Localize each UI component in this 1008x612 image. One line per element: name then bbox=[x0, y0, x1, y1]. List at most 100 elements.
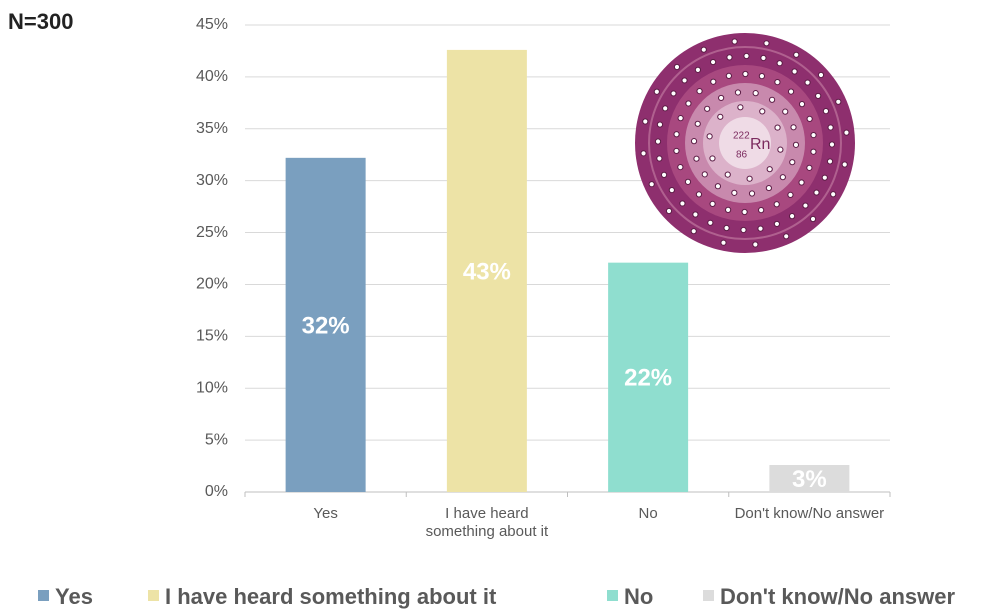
y-tick-label: 25% bbox=[196, 224, 228, 241]
atomic-number: 86 bbox=[736, 150, 748, 161]
electron bbox=[723, 224, 730, 232]
electron bbox=[758, 73, 766, 80]
electron bbox=[787, 191, 794, 199]
value-label: 3% bbox=[792, 466, 827, 493]
element-symbol: Rn bbox=[750, 136, 770, 153]
electron bbox=[817, 71, 825, 79]
electron bbox=[653, 88, 660, 95]
x-tick-label: Don't know/No answer bbox=[734, 505, 885, 522]
electron bbox=[741, 208, 748, 216]
electron bbox=[668, 186, 675, 194]
x-tick-label: I have heard something about it bbox=[425, 505, 549, 540]
bar bbox=[446, 49, 527, 492]
electron bbox=[709, 200, 716, 208]
y-tick-label: 15% bbox=[196, 328, 228, 345]
electron bbox=[695, 191, 703, 198]
electron bbox=[835, 98, 842, 105]
electron bbox=[773, 201, 780, 208]
electron bbox=[673, 131, 680, 138]
electron bbox=[740, 226, 747, 234]
legend-swatch bbox=[38, 590, 49, 601]
bar bbox=[769, 465, 850, 492]
electron bbox=[752, 90, 759, 97]
electron bbox=[681, 77, 688, 84]
electron bbox=[724, 171, 731, 178]
electron bbox=[704, 105, 711, 112]
electron bbox=[809, 215, 817, 223]
legend-label: I have heard something about it bbox=[165, 584, 497, 609]
electron bbox=[810, 131, 817, 139]
electron bbox=[714, 183, 722, 190]
electron bbox=[759, 108, 766, 115]
atom-core bbox=[719, 117, 771, 169]
electron bbox=[748, 190, 756, 197]
electron bbox=[656, 155, 663, 162]
electron bbox=[766, 166, 773, 173]
electron bbox=[798, 179, 805, 186]
electron bbox=[763, 40, 770, 47]
electron bbox=[720, 239, 727, 246]
electron bbox=[768, 96, 776, 103]
electron bbox=[731, 189, 738, 196]
electron bbox=[782, 108, 789, 115]
electron bbox=[774, 124, 781, 131]
y-tick-label: 45% bbox=[196, 16, 228, 33]
electron bbox=[815, 92, 822, 100]
electron bbox=[777, 146, 784, 153]
value-label: 22% bbox=[624, 365, 672, 392]
y-tick-label: 5% bbox=[205, 431, 228, 448]
electron bbox=[773, 220, 781, 228]
electron bbox=[776, 60, 783, 67]
legend-swatch bbox=[148, 590, 159, 601]
y-tick-label: 40% bbox=[196, 68, 228, 85]
electron bbox=[757, 225, 764, 232]
electron bbox=[726, 54, 733, 61]
electron bbox=[758, 206, 765, 214]
electron bbox=[793, 51, 800, 58]
electron bbox=[843, 129, 850, 136]
electron bbox=[707, 219, 714, 226]
electron bbox=[737, 104, 744, 111]
bar bbox=[285, 157, 366, 492]
electron bbox=[677, 163, 684, 171]
electron bbox=[709, 58, 717, 66]
electron bbox=[694, 66, 702, 73]
electron bbox=[696, 87, 703, 95]
electron bbox=[709, 155, 716, 162]
atom-ring bbox=[648, 46, 842, 240]
electron bbox=[660, 171, 668, 179]
electron bbox=[640, 150, 647, 157]
electron bbox=[693, 155, 700, 162]
electron bbox=[804, 79, 811, 86]
electron bbox=[648, 181, 655, 188]
sample-size: N=300 bbox=[8, 9, 73, 34]
electron bbox=[690, 228, 697, 235]
electron bbox=[806, 115, 813, 123]
electron bbox=[828, 141, 836, 148]
legend-label: Don't know/No answer bbox=[720, 584, 956, 609]
electron bbox=[790, 124, 797, 131]
electron bbox=[827, 124, 834, 131]
electron bbox=[710, 78, 717, 85]
electron bbox=[684, 178, 692, 185]
electron bbox=[690, 138, 698, 145]
electron bbox=[789, 159, 796, 166]
electron bbox=[822, 107, 830, 115]
y-tick-label: 35% bbox=[196, 120, 228, 137]
electron bbox=[743, 52, 750, 60]
electron bbox=[792, 141, 800, 148]
legend-label: No bbox=[624, 584, 654, 609]
electron bbox=[742, 70, 749, 78]
electron bbox=[665, 207, 673, 215]
electron bbox=[656, 121, 664, 128]
value-label: 43% bbox=[463, 258, 511, 285]
electron bbox=[788, 213, 796, 220]
electron bbox=[810, 148, 817, 155]
electron bbox=[642, 118, 649, 125]
electron bbox=[654, 138, 662, 145]
y-tick-label: 30% bbox=[196, 172, 228, 189]
electron bbox=[694, 120, 701, 127]
electron bbox=[662, 105, 669, 112]
electron bbox=[718, 94, 725, 102]
